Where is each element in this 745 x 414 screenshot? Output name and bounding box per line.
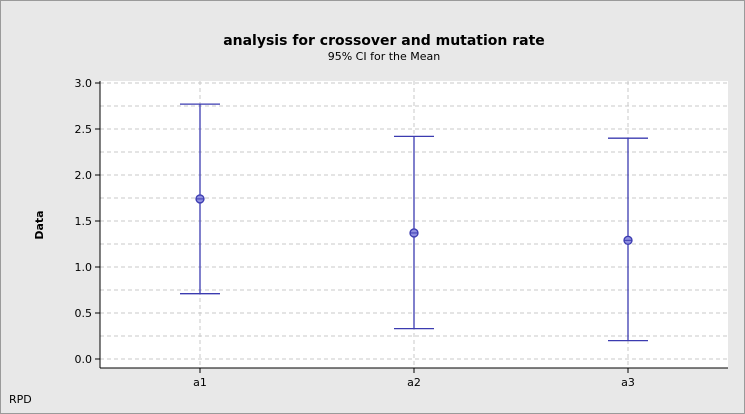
interval-a1	[180, 103, 220, 295]
axes	[95, 81, 728, 373]
y-tick-label: 1.5	[75, 215, 93, 228]
interval-a2	[394, 135, 434, 330]
interval-marks	[180, 103, 648, 342]
y-tick-label: 0.5	[75, 307, 93, 320]
y-tick-label: 2.0	[75, 169, 93, 182]
interval-a3	[608, 137, 648, 342]
footnote: RPD	[9, 393, 32, 406]
chart-title: analysis for crossover and mutation rate	[223, 33, 545, 49]
tick-labels: 0.0 0.5 1.0 1.5 2.0 2.5 3.0 a1 a2 a3	[75, 77, 635, 389]
x-tick-label: a3	[621, 376, 635, 389]
y-tick-label: 3.0	[75, 77, 93, 90]
y-axis-label: Data	[33, 210, 46, 239]
y-tick-label: 2.5	[75, 123, 93, 136]
x-tick-label: a2	[407, 376, 421, 389]
y-tick-label: 1.0	[75, 261, 93, 274]
x-tick-label: a1	[193, 376, 207, 389]
chart-subtitle: 95% CI for the Mean	[328, 50, 441, 63]
y-tick-label: 0.0	[75, 353, 93, 366]
